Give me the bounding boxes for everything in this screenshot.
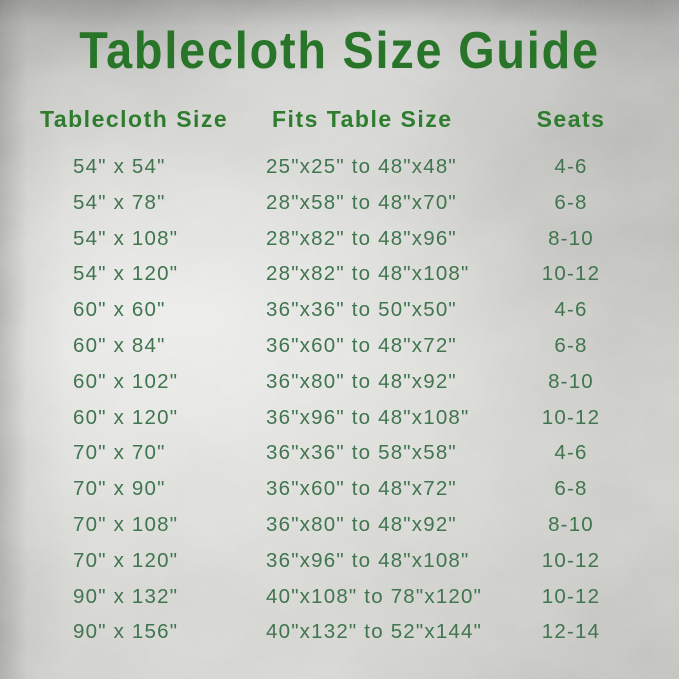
seats-cell: 8-10: [548, 512, 594, 536]
fits-table-size-cell: 36"x96" to 48"x108": [266, 405, 470, 429]
seats-cell: 8-10: [548, 226, 594, 250]
fits-table-size-cell: 28"x58" to 48"x70": [266, 190, 457, 214]
tablecloth-size-cell: 70" x 108": [73, 512, 179, 536]
column-header-tablecloth-size: Tablecloth Size: [40, 106, 229, 132]
seats-cell: 8-10: [548, 369, 594, 393]
table-row: 70" x 108" 36"x80" to 48"x92" 8-10: [0, 507, 679, 543]
table-row: 60" x 84" 36"x60" to 48"x72" 6-8: [0, 328, 679, 364]
table-row: 60" x 120" 36"x96" to 48"x108" 10-12: [0, 400, 679, 436]
table-row: 70" x 90" 36"x60" to 48"x72" 6-8: [0, 471, 679, 507]
tablecloth-size-cell: 90" x 156": [73, 620, 179, 644]
seats-cell: 4-6: [554, 155, 588, 178]
table-row: 60" x 60" 36"x36" to 50"x50" 4-6: [0, 292, 679, 328]
seats-cell: 10-12: [541, 548, 601, 572]
fits-table-size-cell: 36"x80" to 48"x92": [266, 369, 457, 393]
table-row: 70" x 70" 36"x36" to 58"x58" 4-6: [0, 435, 679, 471]
table-header-row: Tablecloth Size Fits Table Size Seats: [0, 102, 679, 136]
table-row: 90" x 132" 40"x108" to 78"x120" 10-12: [0, 579, 679, 615]
table-row: 54" x 78" 28"x58" to 48"x70" 6-8: [0, 185, 679, 221]
tablecloth-size-cell: 90" x 132": [73, 584, 179, 608]
tablecloth-size-cell: 54" x 120": [73, 262, 179, 286]
tablecloth-size-cell: 70" x 90": [73, 477, 166, 501]
seats-cell: 12-14: [541, 620, 601, 644]
table-row: 54" x 120" 28"x82" to 48"x108" 10-12: [0, 256, 679, 292]
seats-cell: 6-8: [554, 190, 588, 214]
column-header-fits-table-size: Fits Table Size: [272, 106, 453, 132]
fits-table-size-cell: 36"x60" to 48"x72": [266, 477, 457, 501]
tablecloth-size-cell: 54" x 108": [73, 226, 179, 250]
table-row: 70" x 120" 36"x96" to 48"x108" 10-12: [0, 543, 679, 579]
tablecloth-size-cell: 54" x 54": [73, 155, 166, 178]
tablecloth-size-cell: 60" x 102": [73, 369, 179, 393]
fits-table-size-cell: 36"x80" to 48"x92": [266, 512, 457, 536]
seats-cell: 10-12: [541, 262, 601, 286]
column-header-seats: Seats: [536, 106, 606, 132]
tablecloth-size-cell: 60" x 60": [73, 298, 166, 322]
fits-table-size-cell: 28"x82" to 48"x96": [266, 226, 457, 250]
tablecloth-size-cell: 60" x 84": [73, 333, 166, 357]
tablecloth-size-cell: 70" x 120": [73, 548, 179, 572]
fits-table-size-cell: 36"x36" to 50"x50": [266, 298, 457, 322]
seats-cell: 6-8: [554, 333, 588, 357]
fits-table-size-cell: 40"x108" to 78"x120": [266, 584, 483, 608]
tablecloth-size-cell: 54" x 78": [73, 190, 166, 214]
tablecloth-size-cell: 60" x 120": [73, 405, 179, 429]
table-row: 54" x 108" 28"x82" to 48"x96" 8-10: [0, 221, 679, 257]
table-row: 90" x 156" 40"x132" to 52"x144" 12-14: [0, 614, 679, 650]
page-title: Tablecloth Size Guide: [79, 22, 600, 80]
seats-cell: 4-6: [554, 298, 588, 322]
tablecloth-size-cell: 70" x 70": [73, 441, 166, 465]
table-row: 54" x 54" 25"x25" to 48"x48" 4-6: [0, 149, 679, 185]
fits-table-size-cell: 28"x82" to 48"x108": [266, 262, 470, 286]
fits-table-size-cell: 36"x36" to 58"x58": [266, 441, 457, 465]
seats-cell: 10-12: [541, 405, 601, 429]
table-body: 54" x 54" 25"x25" to 48"x48" 4-6 54" x 7…: [0, 149, 679, 650]
seats-cell: 6-8: [554, 477, 588, 501]
fits-table-size-cell: 36"x60" to 48"x72": [266, 333, 457, 357]
table-row: 60" x 102" 36"x80" to 48"x92" 8-10: [0, 364, 679, 400]
seats-cell: 10-12: [541, 584, 601, 608]
fits-table-size-cell: 36"x96" to 48"x108": [266, 548, 470, 572]
fits-table-size-cell: 25"x25" to 48"x48": [266, 155, 457, 178]
seats-cell: 4-6: [554, 441, 588, 465]
fits-table-size-cell: 40"x132" to 52"x144": [266, 620, 483, 644]
